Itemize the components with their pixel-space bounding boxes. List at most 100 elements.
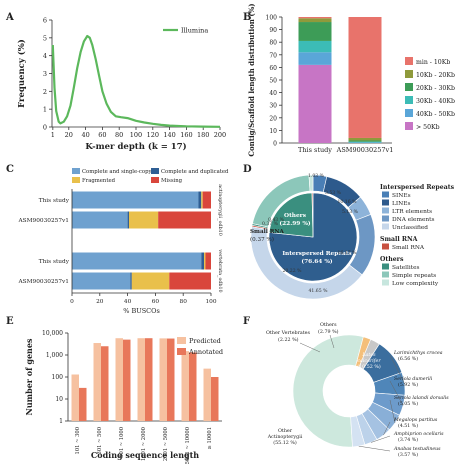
x-tick-label-a: 100 — [130, 131, 142, 139]
slice-label-other-actino: Actinopterygii — [267, 434, 303, 440]
y-tick-label-a: 0 — [43, 124, 47, 132]
legend-label-d: Satellites — [392, 265, 420, 271]
outer-value-label: 0.43 % — [268, 217, 285, 223]
legend-label-b: > 50Kb — [416, 124, 440, 131]
y-tick-label-e: 1,000 — [46, 352, 63, 359]
slice-value-others: (2.79 %) — [318, 328, 339, 335]
outer-value-label: 41.65 % — [309, 288, 329, 294]
x-axis-title-e: Coding sequence length — [91, 450, 199, 460]
x-axis-title-a: K-mer depth (k = 17) — [85, 141, 186, 152]
legend-swatch-e — [177, 337, 186, 344]
legend-swatch-b — [405, 122, 413, 130]
x-tick-label-e: 5001 ~ 10000 — [185, 427, 191, 464]
bar-predicted — [71, 374, 79, 421]
slice-label-others: Others — [320, 322, 337, 328]
legend-label-b: 20Kb - 30Kb — [416, 85, 455, 92]
busco-segment — [128, 211, 159, 229]
slice-value-other-vert: (2.22 %) — [278, 336, 299, 343]
leader-line-f — [329, 334, 335, 349]
legend-swatch-d — [382, 243, 389, 250]
legend-swatch-d — [382, 215, 389, 222]
x-tick-label-c: 40 — [124, 299, 132, 305]
busco-segment — [72, 191, 199, 209]
donut-slice — [350, 415, 366, 448]
bar-segment — [348, 142, 382, 143]
legend-header-d: Small RNA — [380, 236, 418, 243]
y-tick-label-b: 10 — [269, 128, 277, 135]
slice-value-species: (5.92 %) — [398, 381, 418, 388]
x-tick-label-b: ASM90030257v1 — [336, 146, 394, 154]
legend-label-d: SINEs — [392, 193, 411, 199]
legend-label-c: Fragmented — [82, 178, 116, 184]
y-tick-label-b: 60 — [269, 65, 277, 72]
bar-annotated — [123, 339, 131, 421]
slice-label-species: Seriola lalandi dorsalis — [394, 395, 449, 401]
bar-annotated — [211, 377, 219, 421]
y-tick-label-b: 50 — [269, 78, 277, 85]
series-line-illumina — [51, 34, 221, 128]
busco-segment — [72, 272, 131, 290]
legend-swatch-c — [151, 177, 159, 183]
bar-segment — [348, 137, 382, 141]
legend-swatch-e — [177, 348, 186, 355]
slice-label-species: Seriola dumerili — [394, 376, 433, 382]
panel-label-b: B — [243, 12, 251, 23]
legend-label-e: Predicted — [189, 337, 221, 345]
outer-value-label: 5.13 % — [342, 209, 359, 215]
bar-annotated — [145, 338, 153, 421]
panel-label-c: C — [6, 164, 14, 175]
bar-segment — [348, 141, 382, 143]
busco-row-label: ASM90030257v1 — [17, 279, 69, 285]
legend-header-d: Interspersed Repeats — [380, 184, 455, 191]
legend-label-d: LINEs — [392, 201, 410, 207]
legend-label-e: Annotated — [188, 348, 223, 356]
slice-value-species: (3.74 %) — [398, 436, 418, 443]
legend-label-d: Unclassified — [392, 225, 428, 231]
busco-segment — [201, 252, 205, 270]
y-tick-label-b: 0 — [273, 141, 277, 148]
outer-ring-slice — [308, 174, 314, 192]
legend-swatch-c — [151, 168, 159, 174]
inner-value-smallrna: (0.37 %) — [250, 236, 274, 243]
legend-label-b: 30Kb - 40Kb — [416, 98, 455, 105]
outer-value-label: 1.03 % — [308, 173, 325, 179]
inner-ring-slice — [268, 192, 358, 282]
busco-row-label: This study — [39, 198, 70, 204]
bar-segment — [298, 40, 332, 53]
x-tick-label-a: 80 — [115, 131, 123, 139]
x-tick-label-a: 160 — [180, 131, 192, 139]
leader-line-f — [389, 380, 404, 406]
legend-label-d: DNA elements — [392, 217, 434, 223]
busco-segment — [131, 272, 170, 290]
donut-slice — [292, 334, 364, 448]
y-tick-label-b: 80 — [269, 40, 277, 47]
x-tick-label-a: 40 — [81, 131, 89, 139]
legend-label-b: min - 10Kb — [416, 59, 450, 66]
legend-label-c: Missing — [161, 178, 183, 184]
panel-label-f: F — [243, 316, 250, 327]
y-tick-label-b: 30 — [269, 103, 277, 110]
leader-line-f — [299, 342, 321, 353]
bar-segment — [298, 52, 332, 65]
legend-swatch-d — [382, 191, 389, 198]
busco-segment — [72, 211, 128, 229]
slice-label-lates: Lates — [361, 352, 376, 358]
y-axis-title-b: Contig/Scaffold length distribution (%) — [247, 3, 256, 156]
bar-annotated — [79, 387, 87, 421]
y-axis-title-e: Number of genes — [24, 338, 34, 415]
bar-annotated — [101, 346, 109, 421]
y-tick-label-a: 2 — [43, 88, 47, 96]
y-tick-label-e: 10 — [55, 396, 63, 403]
outer-value-label: 3.53 % — [325, 190, 342, 196]
legend-swatch-b — [405, 83, 413, 91]
bar-segment — [298, 18, 332, 23]
x-tick-label-a: 60 — [98, 131, 106, 139]
bar-annotated — [167, 338, 175, 421]
slice-label-species: Anabas testudineus — [393, 446, 441, 452]
x-tick-label-e: 501 ~ 1000 — [119, 427, 125, 458]
x-tick-label-c: 100 — [205, 299, 216, 305]
x-tick-label-e: 101 ~ 300 — [75, 427, 81, 454]
legend-header-d: Others — [380, 256, 404, 263]
x-tick-label-a: 140 — [163, 131, 175, 139]
bar-segment — [348, 17, 382, 138]
